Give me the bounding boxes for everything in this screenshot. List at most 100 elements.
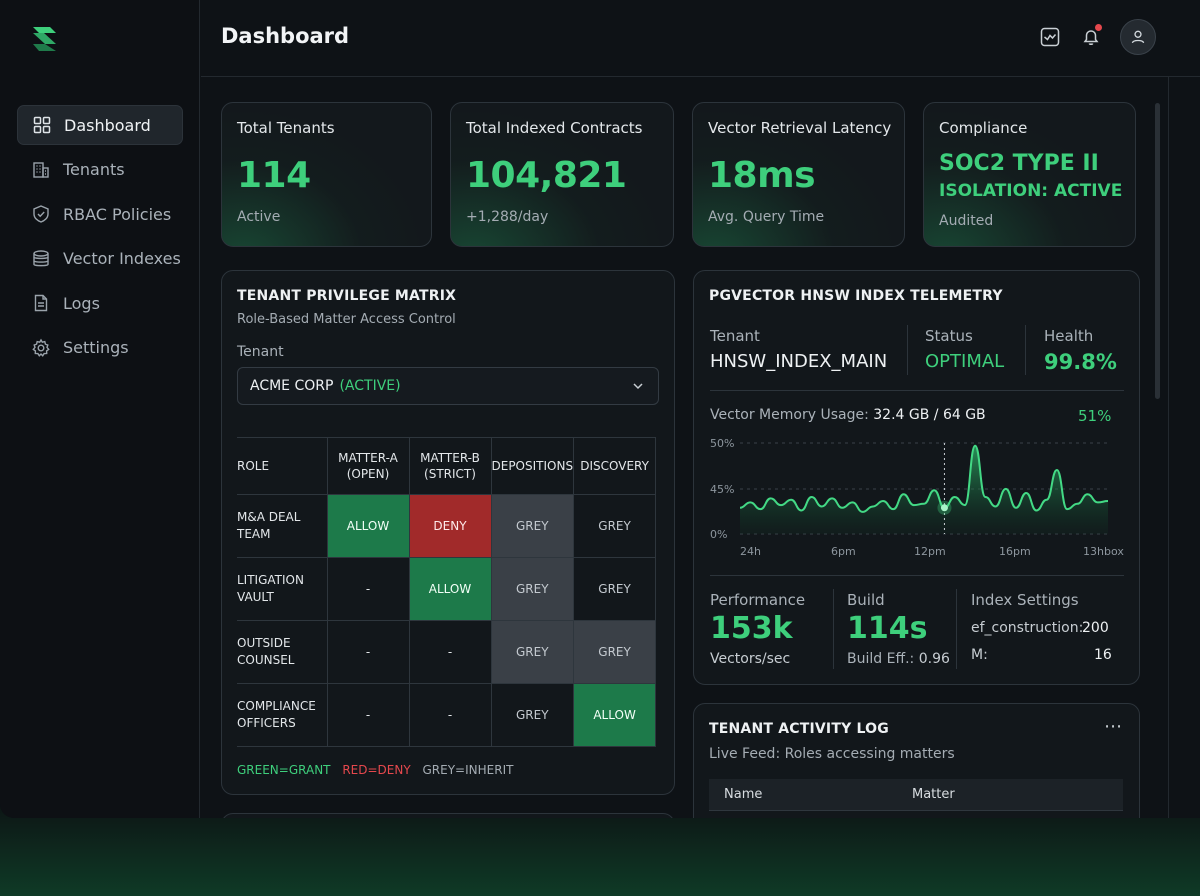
table-row: M&A DEAL TEAM ALLOW DENY GREY GREY [237, 494, 657, 558]
log-table-header: Name Matter [709, 779, 1123, 811]
hover-point[interactable] [940, 504, 948, 512]
role-text: M&A DEAL [237, 510, 301, 524]
log-column-matter[interactable]: Matter [912, 787, 955, 802]
status-value: OPTIMAL [925, 351, 1005, 372]
memory-label: Vector Memory Usage: [710, 407, 869, 423]
permission-cell[interactable]: - [408, 683, 492, 747]
role-cell: M&A DEAL TEAM [237, 494, 328, 558]
brand-logo-icon[interactable] [30, 24, 60, 54]
compliance-standard: SOC2 TYPE II [939, 151, 1099, 176]
stat-value: 104,821 [466, 155, 627, 196]
m-value: 16 [1094, 647, 1112, 663]
tenant-select-label: Tenant [237, 344, 284, 360]
log-column-name[interactable]: Name [724, 787, 763, 802]
role-text: OUTSIDE [237, 636, 291, 650]
privilege-matrix-panel: TENANT PRIVILEGE MATRIX Role-Based Matte… [221, 270, 675, 795]
role-text: TEAM [237, 527, 271, 541]
permission-cell[interactable]: DENY [408, 494, 492, 558]
sidebar-item-label: Tenants [63, 160, 125, 180]
compliance-isolation: ISOLATION: ACTIVE [939, 181, 1123, 201]
health-label: Health [1044, 327, 1094, 345]
topbar: Dashboard [201, 0, 1200, 77]
role-text: COMPLIANCE [237, 699, 316, 713]
memory-percent: 51% [1078, 407, 1112, 425]
chart-series-line [739, 444, 1109, 513]
bell-icon[interactable] [1080, 26, 1102, 48]
table-row: LITIGATION VAULT - ALLOW GREY GREY [237, 557, 657, 621]
matrix-legend: GREEN=GRANT RED=DENY GREY=INHERIT [237, 763, 521, 777]
status-label: Status [925, 327, 973, 345]
matrix-column-header: MATTER-B (STRICT) [408, 437, 492, 495]
tenant-value: HNSW_INDEX_MAIN [710, 351, 888, 372]
sidebar-item-rbac-policies[interactable]: RBAC Policies [17, 194, 183, 234]
legend-grey: GREY=INHERIT [422, 763, 514, 777]
header-text: (STRICT) [424, 467, 476, 481]
permission-cell[interactable]: GREY [573, 557, 657, 621]
x-tick-label: 16pm [999, 545, 1031, 558]
role-text: VAULT [237, 590, 274, 604]
matrix-header-row: ROLE MATTER-A (OPEN) MATTER-B (STRICT) DEPOSI… [237, 437, 657, 495]
permission-cell[interactable]: GREY [490, 620, 575, 684]
stat-sub: Audited [939, 213, 994, 229]
permission-cell[interactable]: - [326, 620, 410, 684]
permission-cell[interactable]: ALLOW [573, 683, 657, 747]
sidebar-item-settings[interactable]: Settings [17, 328, 183, 368]
sidebar-item-tenants[interactable]: Tenants [17, 150, 183, 190]
main-scrollbar[interactable] [1155, 103, 1160, 399]
panel-subtitle: Role-Based Matter Access Control [237, 312, 456, 327]
shield-icon [31, 204, 51, 224]
sidebar-item-vector-indexes[interactable]: Vector Indexes [17, 239, 183, 279]
index-settings-label: Index Settings [971, 591, 1079, 609]
memory-value: 32.4 GB / 64 GB [873, 407, 986, 423]
permission-cell[interactable]: ALLOW [408, 557, 492, 621]
ef-construction-value: 200 [1082, 620, 1109, 636]
y-tick-label: 0% [710, 528, 727, 541]
performance-sub: Vectors/sec [710, 651, 791, 667]
permission-cell[interactable]: - [326, 683, 410, 747]
m-label: M: [971, 647, 988, 663]
sidebar-item-label: Dashboard [64, 115, 151, 135]
y-tick-label: 45% [710, 483, 734, 496]
notification-dot [1095, 24, 1102, 31]
divider [833, 589, 834, 669]
header-text: DISCOVERY [580, 459, 649, 473]
performance-label: Performance [710, 591, 806, 609]
permission-cell[interactable]: GREY [490, 494, 575, 558]
stat-label: Total Indexed Contracts [466, 119, 643, 137]
building-icon [31, 160, 51, 180]
table-row: OUTSIDE COUNSEL - - GREY GREY [237, 620, 657, 684]
permission-cell[interactable]: ALLOW [326, 494, 410, 558]
sidebar-item-label: Logs [63, 293, 100, 313]
more-options-icon[interactable]: ⋯ [1104, 716, 1123, 737]
x-tick-label: 12pm [914, 545, 946, 558]
matrix-column-header: ROLE [237, 437, 328, 495]
avatar[interactable] [1120, 19, 1156, 55]
x-tick-label: 24h [740, 545, 761, 558]
stat-card-retrieval-latency: Vector Retrieval Latency 18ms Avg. Query… [692, 102, 905, 247]
stat-label: Vector Retrieval Latency [708, 119, 892, 137]
sidebar-item-label: RBAC Policies [63, 204, 172, 224]
permission-cell[interactable]: GREY [573, 494, 657, 558]
sidebar-item-dashboard[interactable]: Dashboard [17, 105, 183, 145]
matrix-column-header: DISCOVERY [573, 437, 657, 495]
permission-cell[interactable]: GREY [490, 557, 575, 621]
permission-cell[interactable]: GREY [490, 683, 575, 747]
build-eff-value: 0.96 [918, 651, 950, 667]
chevron-down-icon [633, 383, 643, 390]
header-text: MATTER-B [420, 451, 480, 465]
tenant-select[interactable]: ACME CORP (ACTIVE) [237, 367, 659, 405]
privilege-matrix-table: ROLE MATTER-A (OPEN) MATTER-B (STRICT) DEPOSI… [237, 437, 657, 747]
permission-cell[interactable]: - [326, 557, 410, 621]
divider [710, 575, 1124, 576]
matrix-column-header: DEPOSITIONS [490, 437, 575, 495]
permission-cell[interactable]: - [408, 620, 492, 684]
stat-label: Compliance [939, 119, 1028, 137]
permission-cell[interactable]: GREY [573, 620, 657, 684]
role-text: COUNSEL [237, 653, 295, 667]
app-window: Dashboard Tenants RBAC Policies Vector I… [0, 0, 1200, 818]
document-icon [31, 293, 51, 313]
activity-icon[interactable] [1039, 26, 1061, 48]
role-cell: OUTSIDE COUNSEL [237, 620, 328, 684]
sidebar-item-logs[interactable]: Logs [17, 283, 183, 323]
stat-card-total-tenants: Total Tenants 114 Active [221, 102, 432, 247]
